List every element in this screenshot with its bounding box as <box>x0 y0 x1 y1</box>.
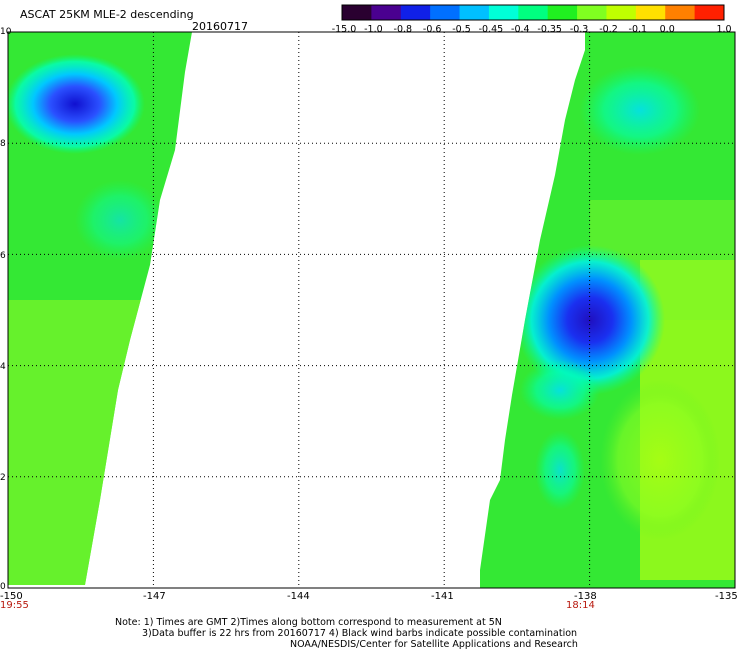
colorbar-swatch <box>459 5 490 20</box>
colorbar-frame <box>341 4 725 21</box>
colorbar-swatch <box>635 5 666 20</box>
colorbar-swatch <box>577 5 607 20</box>
lon-label: -135 <box>715 591 738 602</box>
lon-label: -141 <box>431 591 454 602</box>
lat-lon-grid <box>8 32 735 588</box>
colorbar-swatch <box>606 5 637 20</box>
colorbar-tick-label: -0.6 <box>423 24 442 35</box>
colorbar-swatch <box>665 5 696 20</box>
colorbar-swatch <box>342 5 372 20</box>
lat-label: 6 <box>0 251 6 261</box>
lat-label: 10 <box>0 27 12 37</box>
colorbar-swatch <box>430 5 461 20</box>
right-swath <box>480 32 735 588</box>
lat-label: 8 <box>0 139 6 149</box>
colorbar-swatch <box>547 5 578 20</box>
note-line-3: NOAA/NESDIS/Center for Satellite Applica… <box>290 639 578 650</box>
colorbar-tick-label: -0.35 <box>537 24 562 35</box>
left-swath <box>8 32 192 585</box>
map-date: 20160717 <box>192 20 248 33</box>
colorbar: -15.0 -1.0 -0.8 -0.6 -0.5 -0.45 -0.4 -0.35 -0.3-… <box>332 4 732 35</box>
pass-time-left: 19:55 <box>0 600 29 611</box>
colorbar-tick-label: -0.8 <box>394 24 413 35</box>
lon-label: -144 <box>287 591 310 602</box>
pass-time-right: 18:14 <box>566 600 595 611</box>
colorbar-swatch <box>400 5 431 20</box>
colorbar-tick-label: 1.0 <box>716 24 731 35</box>
colorbar-swatch <box>694 5 725 20</box>
colorbar-swatch <box>371 5 402 20</box>
lon-label: -147 <box>143 591 166 602</box>
colorbar-tick-label: -15.0 <box>332 24 357 35</box>
colorbar-tick-label: -0.5 <box>452 24 471 35</box>
colorbar-tick-label: -0.3 <box>570 24 589 35</box>
map-title: ASCAT 25KM MLE-2 descending <box>20 8 194 21</box>
note-line-1: Note: 1) Times are GMT 2)Times along bot… <box>115 617 502 628</box>
colorbar-swatch <box>518 5 549 20</box>
colorbar-tick-label: -1.0 <box>364 24 383 35</box>
lon-label: -150 <box>0 591 23 602</box>
colorbar-tick-label: -0.2 <box>599 24 618 35</box>
colorbar-swatch <box>488 5 519 20</box>
lat-label: 0 <box>0 582 6 592</box>
lon-label: -138 <box>574 591 597 602</box>
colorbar-tick-label: -0.4 <box>511 24 530 35</box>
colorbar-tick-label: -0.1 <box>629 24 648 35</box>
colorbar-tick-label: -0.45 <box>479 24 504 35</box>
plot-frame <box>7 31 736 589</box>
note-line-2: 3)Data buffer is 22 hrs from 20160717 4)… <box>142 628 578 639</box>
lat-label: 4 <box>0 362 6 372</box>
lat-label: 2 <box>0 473 6 483</box>
colorbar-tick-label: 0.0 <box>660 24 675 35</box>
